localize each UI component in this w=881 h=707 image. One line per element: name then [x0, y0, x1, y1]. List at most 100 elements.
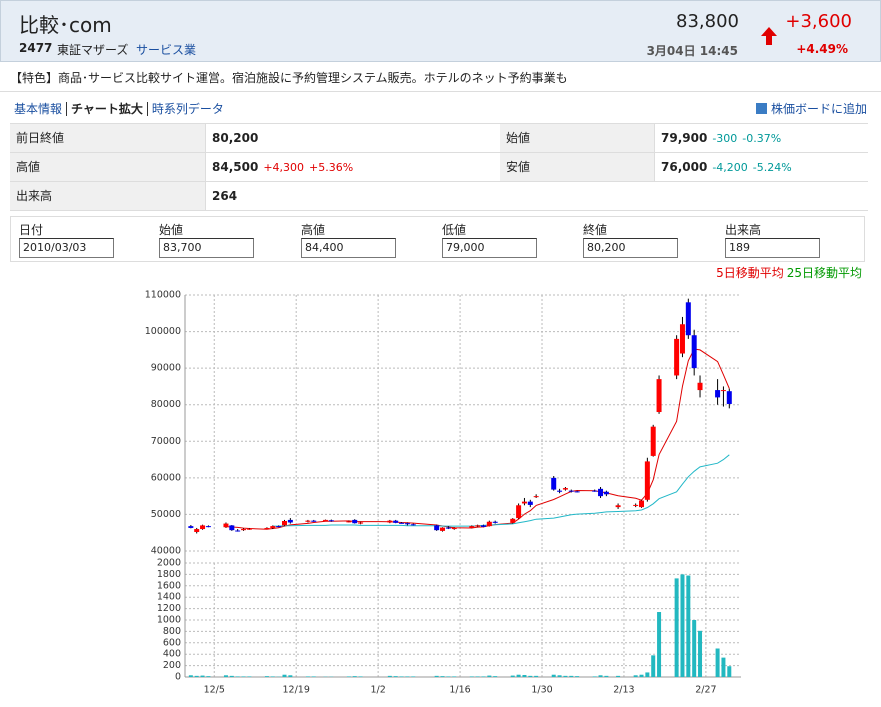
volume-bar	[633, 675, 638, 677]
candle-body	[527, 501, 533, 505]
volume-bar	[651, 655, 656, 677]
volume-bar	[657, 612, 662, 677]
volume-bar	[639, 674, 644, 677]
candle-body	[322, 519, 328, 521]
value: 80,200	[212, 131, 259, 145]
x-tick-label: 2/27	[695, 685, 716, 696]
candle-body	[328, 520, 334, 522]
y-tick-label: 1800	[157, 569, 181, 580]
form-input[interactable]: 2010/03/03	[19, 238, 114, 258]
candle-body	[205, 526, 211, 528]
form-input[interactable]: 83,700	[159, 238, 254, 258]
candle-body	[598, 488, 604, 497]
volume-bar	[510, 675, 515, 677]
y-tick-label: 110000	[145, 290, 181, 301]
volume-bar	[645, 672, 650, 677]
sector-link[interactable]: サービス業	[136, 43, 197, 57]
volume-bar	[698, 630, 703, 677]
volume-bar	[305, 676, 310, 677]
header: 比較･com 2477 東証マザーズ サービス業 83,800 3月04日 14…	[0, 0, 881, 62]
candle-body	[492, 521, 498, 523]
value: 84,500	[212, 160, 259, 174]
candle-body	[311, 520, 317, 522]
volume-bar	[346, 676, 351, 677]
form-input[interactable]: 80,200	[583, 238, 678, 258]
volume-bar	[692, 620, 697, 677]
form-input[interactable]: 189	[725, 238, 820, 258]
moving-average-line	[225, 348, 730, 530]
volume-bar	[452, 676, 457, 677]
volume-bar	[551, 674, 556, 677]
volume-bar	[721, 657, 726, 677]
up-arrow	[761, 27, 777, 45]
volume-bar	[598, 675, 603, 677]
volume-bar	[469, 676, 474, 677]
moving-average-line	[272, 454, 730, 527]
x-tick-label: 2/13	[613, 685, 634, 696]
candle-body	[352, 519, 358, 524]
add-board-text: 株価ボードに追加	[770, 102, 867, 116]
candle-body	[475, 525, 481, 527]
y-tick-label: 600	[163, 637, 181, 648]
x-tick-label: 1/16	[449, 685, 470, 696]
candle-body	[399, 522, 405, 524]
candle-body	[557, 490, 563, 492]
legend-entry: 25日移動平均	[786, 266, 862, 280]
volume-bar	[434, 675, 439, 677]
candle-body	[679, 324, 685, 354]
candle-body	[387, 520, 393, 523]
volume-bar	[440, 676, 445, 677]
cell-value: 79,900 -300 -0.37%	[655, 124, 868, 153]
form-input[interactable]: 79,000	[442, 238, 537, 258]
volume-bar	[223, 675, 228, 677]
candle-body	[726, 391, 732, 404]
volume-bar	[405, 676, 410, 677]
market: 東証マザーズ	[57, 43, 129, 57]
form-label: 始値	[159, 223, 184, 237]
y-tick-label: 60000	[151, 472, 181, 483]
candle-body	[469, 526, 475, 528]
volume-bar	[516, 674, 521, 677]
change-pct: +5.36%	[309, 161, 354, 174]
form-label: 終値	[583, 223, 608, 237]
candle-body	[592, 490, 598, 492]
y-tick-label: 40000	[151, 546, 181, 557]
volume-bar	[592, 676, 597, 677]
volume-bar	[229, 675, 234, 677]
add-board-link[interactable]: 株価ボードに追加	[755, 100, 867, 117]
cell-label: 出来高	[10, 182, 206, 211]
candle-body	[533, 496, 539, 498]
candle-body	[521, 501, 527, 504]
nav-link[interactable]: 時系列データ	[146, 102, 224, 116]
value: 79,900	[661, 131, 708, 145]
price: 83,800	[676, 11, 739, 32]
quote-table: 前日終値 80,200 始値 79,900 -300 -0.37% 高値 84,500 +4,3…	[10, 123, 868, 211]
volume-bar	[270, 676, 275, 677]
candle-body	[410, 524, 416, 526]
volume-bar	[411, 676, 416, 677]
candle-body	[270, 526, 276, 528]
candle-body	[451, 527, 457, 530]
nav-link[interactable]: 基本情報	[14, 102, 63, 116]
candle-body	[633, 504, 639, 506]
volume-bar	[528, 675, 533, 677]
cell-label: 始値	[500, 124, 655, 153]
form-input[interactable]: 84,400	[301, 238, 396, 258]
volume-bar	[393, 676, 398, 677]
candle-body	[691, 335, 697, 369]
y-tick-label: 800	[163, 626, 181, 637]
candle-body	[264, 527, 270, 529]
candle-body	[568, 490, 574, 492]
legend: 5日移動平均 25日移動平均	[713, 264, 862, 281]
description: 【特色】商品･サービス比較サイト運営。宿泊施設に予約管理システム販売。ホテルのネ…	[0, 64, 881, 92]
volume-bar	[534, 675, 539, 677]
nav-link: チャート拡大	[66, 102, 143, 116]
volume-bar	[569, 675, 574, 677]
form-label: 高値	[301, 223, 326, 237]
volume-bar	[241, 676, 246, 677]
cell-label: 安値	[500, 153, 655, 182]
cell-value: 76,000 -4,200 -5.24%	[655, 153, 868, 182]
volume-bar	[352, 676, 357, 677]
y-tick-label: 50000	[151, 509, 181, 520]
